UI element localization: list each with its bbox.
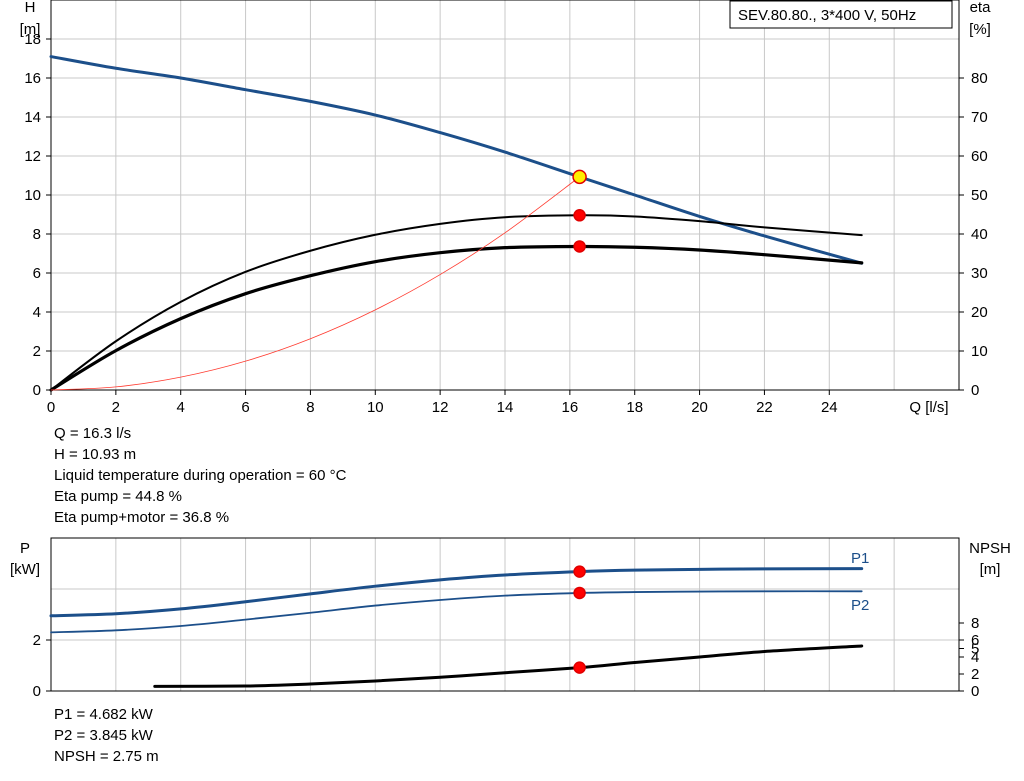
chart-title-box bbox=[729, 0, 953, 29]
left-tick-label: 2 bbox=[33, 343, 41, 360]
info-p1: P1 = 4.682 kW bbox=[54, 706, 153, 723]
right-tick-label: 10 bbox=[971, 343, 988, 360]
x-tick-label: 10 bbox=[367, 399, 384, 416]
left-tick-label: 8 bbox=[33, 226, 41, 243]
x-tick-label: 0 bbox=[47, 399, 55, 416]
duty-point-marker bbox=[572, 169, 587, 185]
left-tick-label: 0 bbox=[33, 683, 41, 700]
x-tick-label: 14 bbox=[497, 399, 514, 416]
bottom-right-axis-label-line2: [m] bbox=[980, 561, 1001, 578]
bottom-duty-points bbox=[573, 565, 586, 674]
x-tick-label: 22 bbox=[756, 399, 773, 416]
top-right-tick-labels: 0 10 20 30 40 50 60 70 80 bbox=[959, 70, 988, 399]
left-tick-label: 6 bbox=[33, 265, 41, 282]
x-tick-label: 18 bbox=[626, 399, 643, 416]
top-right-axis-label-line1: eta bbox=[970, 0, 992, 16]
x-tick-label: 6 bbox=[241, 399, 249, 416]
top-gridlines bbox=[51, 0, 959, 390]
bottom-gridlines bbox=[51, 538, 959, 691]
top-right-axis-label-line2: [%] bbox=[969, 21, 991, 38]
info-eta-pump-motor: Eta pump+motor = 36.8 % bbox=[54, 509, 230, 526]
info-flow: Q = 16.3 l/s bbox=[54, 425, 132, 442]
left-tick-label: 2 bbox=[33, 632, 41, 649]
right-tick-label: 60 bbox=[971, 148, 988, 165]
right-tick-label: 0 bbox=[971, 683, 979, 700]
power-info: P1 = 4.682 kW P2 = 3.845 kW NPSH = 2.75 … bbox=[54, 704, 159, 767]
bottom-right-axis-label-line1: NPSH bbox=[969, 540, 1011, 557]
left-tick-label: 18 bbox=[24, 31, 41, 48]
series-line-h bbox=[49, 55, 864, 265]
right-tick-label: 80 bbox=[971, 70, 988, 87]
x-tick-label: 16 bbox=[562, 399, 579, 416]
x-tick-label: 24 bbox=[821, 399, 838, 416]
info-liquid-temperature: Liquid temperature during operation = 60… bbox=[54, 467, 347, 484]
right-tick-label: 70 bbox=[971, 109, 988, 126]
bottom-left-tick-labels: 02 bbox=[33, 632, 51, 700]
duty-point-marker bbox=[573, 661, 586, 674]
series-line-eta-pump-motor bbox=[49, 244, 864, 392]
top-left-tick-labels: 0 2 4 6 8 10 12 14 16 18 bbox=[24, 31, 51, 399]
duty-point-marker bbox=[573, 586, 586, 600]
info-head: H = 10.93 m bbox=[54, 446, 137, 463]
info-npsh: NPSH = 2.75 m bbox=[54, 748, 159, 765]
legend-p1: P1 bbox=[851, 550, 869, 567]
duty-point-marker bbox=[573, 209, 586, 222]
x-tick-label: 8 bbox=[306, 399, 314, 416]
series-line-p2 bbox=[50, 590, 863, 634]
left-tick-label: 16 bbox=[24, 70, 41, 87]
bottom-left-axis-label-line1: P bbox=[20, 540, 30, 557]
right-tick-label: 20 bbox=[971, 304, 988, 321]
series-line-system bbox=[50, 176, 580, 391]
right-tick-label: 40 bbox=[971, 226, 988, 243]
duty-point-info: Q = 16.3 l/s H = 10.93 m Liquid temperat… bbox=[54, 423, 346, 528]
series-line-p1 bbox=[49, 567, 864, 618]
right-tick-label: 50 bbox=[971, 187, 988, 204]
left-tick-label: 12 bbox=[24, 148, 41, 165]
info-p2: P2 = 3.845 kW bbox=[54, 727, 153, 744]
series-line-npsh bbox=[153, 644, 864, 688]
top-series bbox=[49, 55, 864, 392]
top-left-axis-label-line2: [m] bbox=[20, 21, 41, 38]
bottom-left-axis-label-line2: [kW] bbox=[10, 561, 40, 578]
chart-title: SEV.80.80., 3*400 V, 50Hz bbox=[738, 7, 916, 24]
right-tick-label: 2 bbox=[971, 666, 979, 683]
top-x-tick-labels: 0 2 4 6 8 10 12 14 16 18 20 22 24 bbox=[47, 390, 838, 416]
right-tick-label: 4 bbox=[971, 649, 979, 666]
top-left-axis-label-line1: H bbox=[25, 0, 36, 16]
right-tick-label: 6 bbox=[971, 632, 979, 649]
left-tick-label: 0 bbox=[33, 382, 41, 399]
right-tick-label: 8 bbox=[971, 615, 979, 632]
bottom-series bbox=[49, 567, 864, 688]
right-tick-label: 0 bbox=[971, 382, 979, 399]
left-tick-label: 4 bbox=[33, 304, 41, 321]
duty-point-marker bbox=[573, 565, 586, 578]
top-duty-points bbox=[572, 169, 587, 253]
duty-point-marker bbox=[573, 240, 586, 253]
left-tick-label: 14 bbox=[24, 109, 41, 126]
x-tick-label: 12 bbox=[432, 399, 449, 416]
right-tick-label: 30 bbox=[971, 265, 988, 282]
x-tick-label: 4 bbox=[177, 399, 185, 416]
top-x-axis-label: Q [l/s] bbox=[909, 399, 948, 416]
info-eta-pump: Eta pump = 44.8 % bbox=[54, 488, 182, 505]
series-line-eta-pump bbox=[50, 214, 863, 391]
right-tick-label: 5 bbox=[971, 641, 979, 658]
x-tick-label: 20 bbox=[691, 399, 708, 416]
legend-p2: P2 bbox=[851, 597, 869, 614]
left-tick-label: 10 bbox=[24, 187, 41, 204]
x-tick-label: 2 bbox=[112, 399, 120, 416]
